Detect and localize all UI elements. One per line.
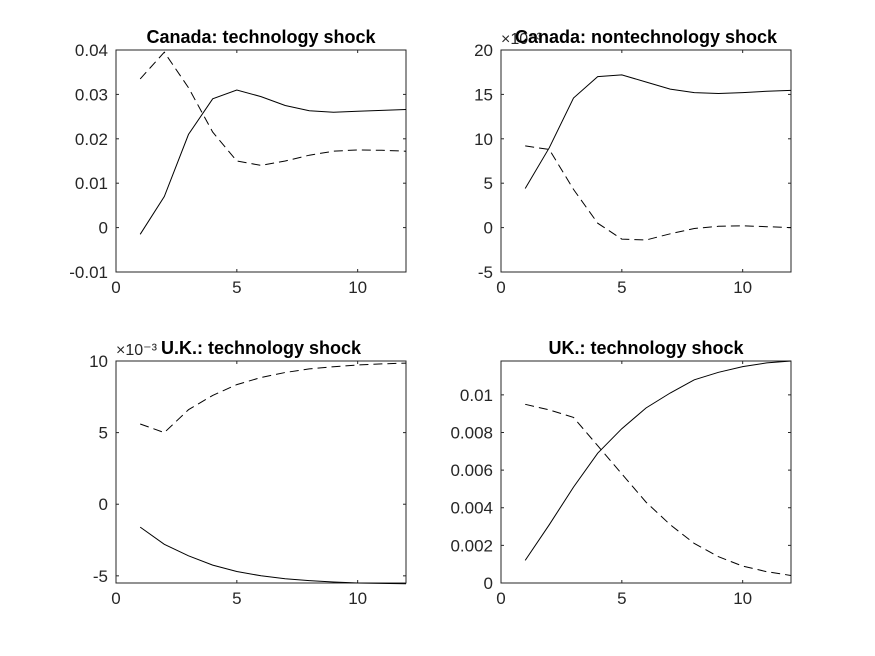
x-tick-label: 0 <box>496 589 505 608</box>
y-tick-label: -0.01 <box>69 263 108 282</box>
axes-box <box>500 49 792 273</box>
y-tick-label: 5 <box>484 174 493 193</box>
y-tick-label: 0.004 <box>450 499 493 518</box>
panel-title: UK.: technology shock <box>548 338 744 358</box>
axes-box <box>500 360 792 584</box>
x-tick-label: 5 <box>232 278 241 297</box>
x-tick-label: 0 <box>496 278 505 297</box>
panel-title: Canada: nontechnology shock <box>515 27 778 47</box>
panel-uk-technology-shock-2: 0 5 10 0 0.002 0.004 0.006 0.008 0.01 UK.: techno… <box>450 338 792 608</box>
x-tick-label: 0 <box>111 589 120 608</box>
series-line-dashed <box>140 362 407 434</box>
series-line-solid <box>139 89 407 235</box>
y-tick-label: 0 <box>484 574 493 593</box>
series-line-dashed <box>139 51 407 166</box>
series-line-solid <box>524 360 792 561</box>
y-tick-label: 0.006 <box>450 461 493 480</box>
y-tick-label: 0.008 <box>450 423 493 442</box>
y-tick-label: 0.01 <box>75 174 108 193</box>
y-tick-label: 0.002 <box>450 536 493 555</box>
x-tick-label: 10 <box>733 589 752 608</box>
x-tick-label: 10 <box>733 278 752 297</box>
series-line-dashed <box>525 145 792 241</box>
y-tick-label: 0.03 <box>75 85 108 104</box>
axes-box <box>115 360 407 584</box>
panel-title: U.K.: technology shock <box>161 338 362 358</box>
x-tick-label: 10 <box>348 278 367 297</box>
y-tick-label: 0.02 <box>75 130 108 149</box>
axes-box <box>115 49 407 273</box>
y-tick-label: -5 <box>478 263 493 282</box>
x-tick-label: 5 <box>617 589 626 608</box>
y-tick-label: 0.04 <box>75 41 108 60</box>
y-tick-label: 0 <box>99 219 108 238</box>
y-tick-label: 0.01 <box>460 386 493 405</box>
y-tick-label: 0 <box>99 495 108 514</box>
x-tick-label: 0 <box>111 278 120 297</box>
series-line-dashed <box>525 403 792 576</box>
series-line-solid <box>524 74 792 189</box>
x-tick-label: 5 <box>617 278 626 297</box>
y-axis-exponent-label: ×10⁻³ <box>501 31 543 48</box>
y-tick-label: 10 <box>474 130 493 149</box>
y-tick-label: 5 <box>99 424 108 443</box>
panel-title: Canada: technology shock <box>146 27 376 47</box>
y-tick-label: 20 <box>474 41 493 60</box>
y-tick-label: 10 <box>89 352 108 371</box>
y-tick-label: -5 <box>93 567 108 586</box>
x-tick-label: 10 <box>348 589 367 608</box>
x-tick-label: 5 <box>232 589 241 608</box>
series-line-solid <box>139 526 407 585</box>
y-tick-label: 0 <box>484 219 493 238</box>
y-tick-label: 15 <box>474 85 493 104</box>
y-axis-exponent-label: ×10⁻³ <box>116 342 158 359</box>
